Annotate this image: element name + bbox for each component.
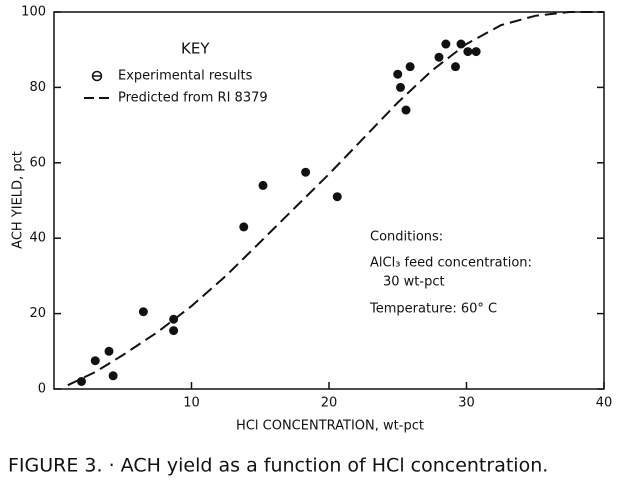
annotation: AlCl₃ feed concentration: (370, 256, 532, 271)
data-point (301, 167, 311, 177)
data-point (239, 222, 249, 232)
x-tick-label: 10 (183, 396, 200, 411)
data-point (463, 47, 473, 57)
annotation: 30 wt-pct (383, 275, 445, 290)
y-tick-label: 40 (29, 231, 46, 246)
data-point (434, 52, 444, 62)
data-point (258, 180, 268, 190)
predicted-curve (67, 11, 604, 387)
data-point (77, 376, 86, 386)
y-tick-label: 0 (38, 382, 46, 397)
x-tick-label: 40 (596, 396, 613, 411)
legend-marker (91, 70, 103, 82)
x-tick-label: 30 (458, 396, 475, 411)
data-point (332, 192, 342, 202)
data-point (396, 82, 405, 92)
y-tick-label: 60 (29, 155, 46, 170)
caption: FIGURE 3. · ACH yield as a function of H… (8, 455, 548, 477)
data-point (138, 307, 148, 317)
data-point (401, 105, 411, 115)
data-point (451, 62, 460, 72)
x-axis-label: HCl CONCENTRATION, wt-pct (236, 419, 424, 434)
legend-label: Predicted from RI 8379 (118, 91, 268, 106)
y-tick-label: 80 (29, 80, 46, 95)
y-axis-label: ACH YIELD, pct (11, 151, 26, 249)
data-point (456, 39, 466, 49)
y-tick-label: 20 (29, 306, 46, 321)
data-point (169, 326, 179, 336)
data-point (441, 39, 451, 49)
annotation: Conditions: (370, 230, 443, 245)
data-point (405, 62, 415, 72)
data-point (471, 47, 481, 57)
x-tick-label: 20 (321, 396, 338, 411)
data-point (90, 356, 100, 366)
key-title: KEY (181, 40, 210, 58)
data-point (393, 69, 403, 79)
legend-label: Experimental results (118, 69, 253, 84)
data-point (108, 371, 118, 381)
data-point (104, 346, 114, 356)
annotation: Temperature: 60° C (369, 302, 497, 317)
y-tick-label: 100 (21, 5, 46, 20)
